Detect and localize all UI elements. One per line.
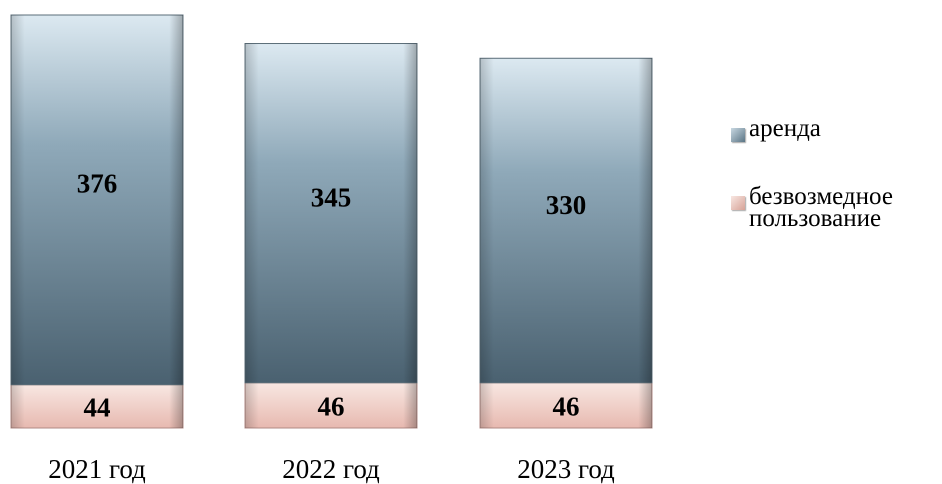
bar-bezvozmednoe-shade-1 <box>11 384 183 428</box>
bar-arenda-shade-1 <box>11 15 183 385</box>
category-label-1: 2021 год <box>48 454 146 484</box>
bar-arenda-shade-3 <box>480 58 652 383</box>
legend: аренда безвозмедное пользование <box>731 115 942 274</box>
data-label-bezvozmednoe-2: 46 <box>318 391 345 421</box>
data-label-arenda-3: 330 <box>546 190 587 220</box>
legend-label-arenda: аренда <box>749 115 821 142</box>
legend-label-line2: пользование <box>749 205 882 232</box>
data-label-bezvozmednoe-3: 46 <box>553 391 580 421</box>
bar-bezvozmednoe-shade-2 <box>245 382 417 428</box>
category-label-3: 2023 год <box>517 454 615 484</box>
bar-arenda-shade-2 <box>245 43 417 383</box>
category-label-2: 2022 год <box>282 454 380 484</box>
legend-item-arenda: аренда <box>731 115 942 142</box>
legend-item-bezvozmednoe: безвозмедное пользование <box>731 183 942 232</box>
legend-swatch-bezvozmednoe <box>731 196 745 210</box>
data-label-arenda-1: 376 <box>77 168 118 198</box>
legend-swatch-arenda <box>731 128 745 142</box>
data-label-arenda-2: 345 <box>311 182 352 212</box>
legend-label-bezvozmednoe: безвозмедное пользование <box>749 183 893 232</box>
bar-bezvozmednoe-shade-3 <box>480 382 652 428</box>
data-label-bezvozmednoe-1: 44 <box>84 392 111 422</box>
legend-label-line1: безвозмедное <box>749 183 893 210</box>
